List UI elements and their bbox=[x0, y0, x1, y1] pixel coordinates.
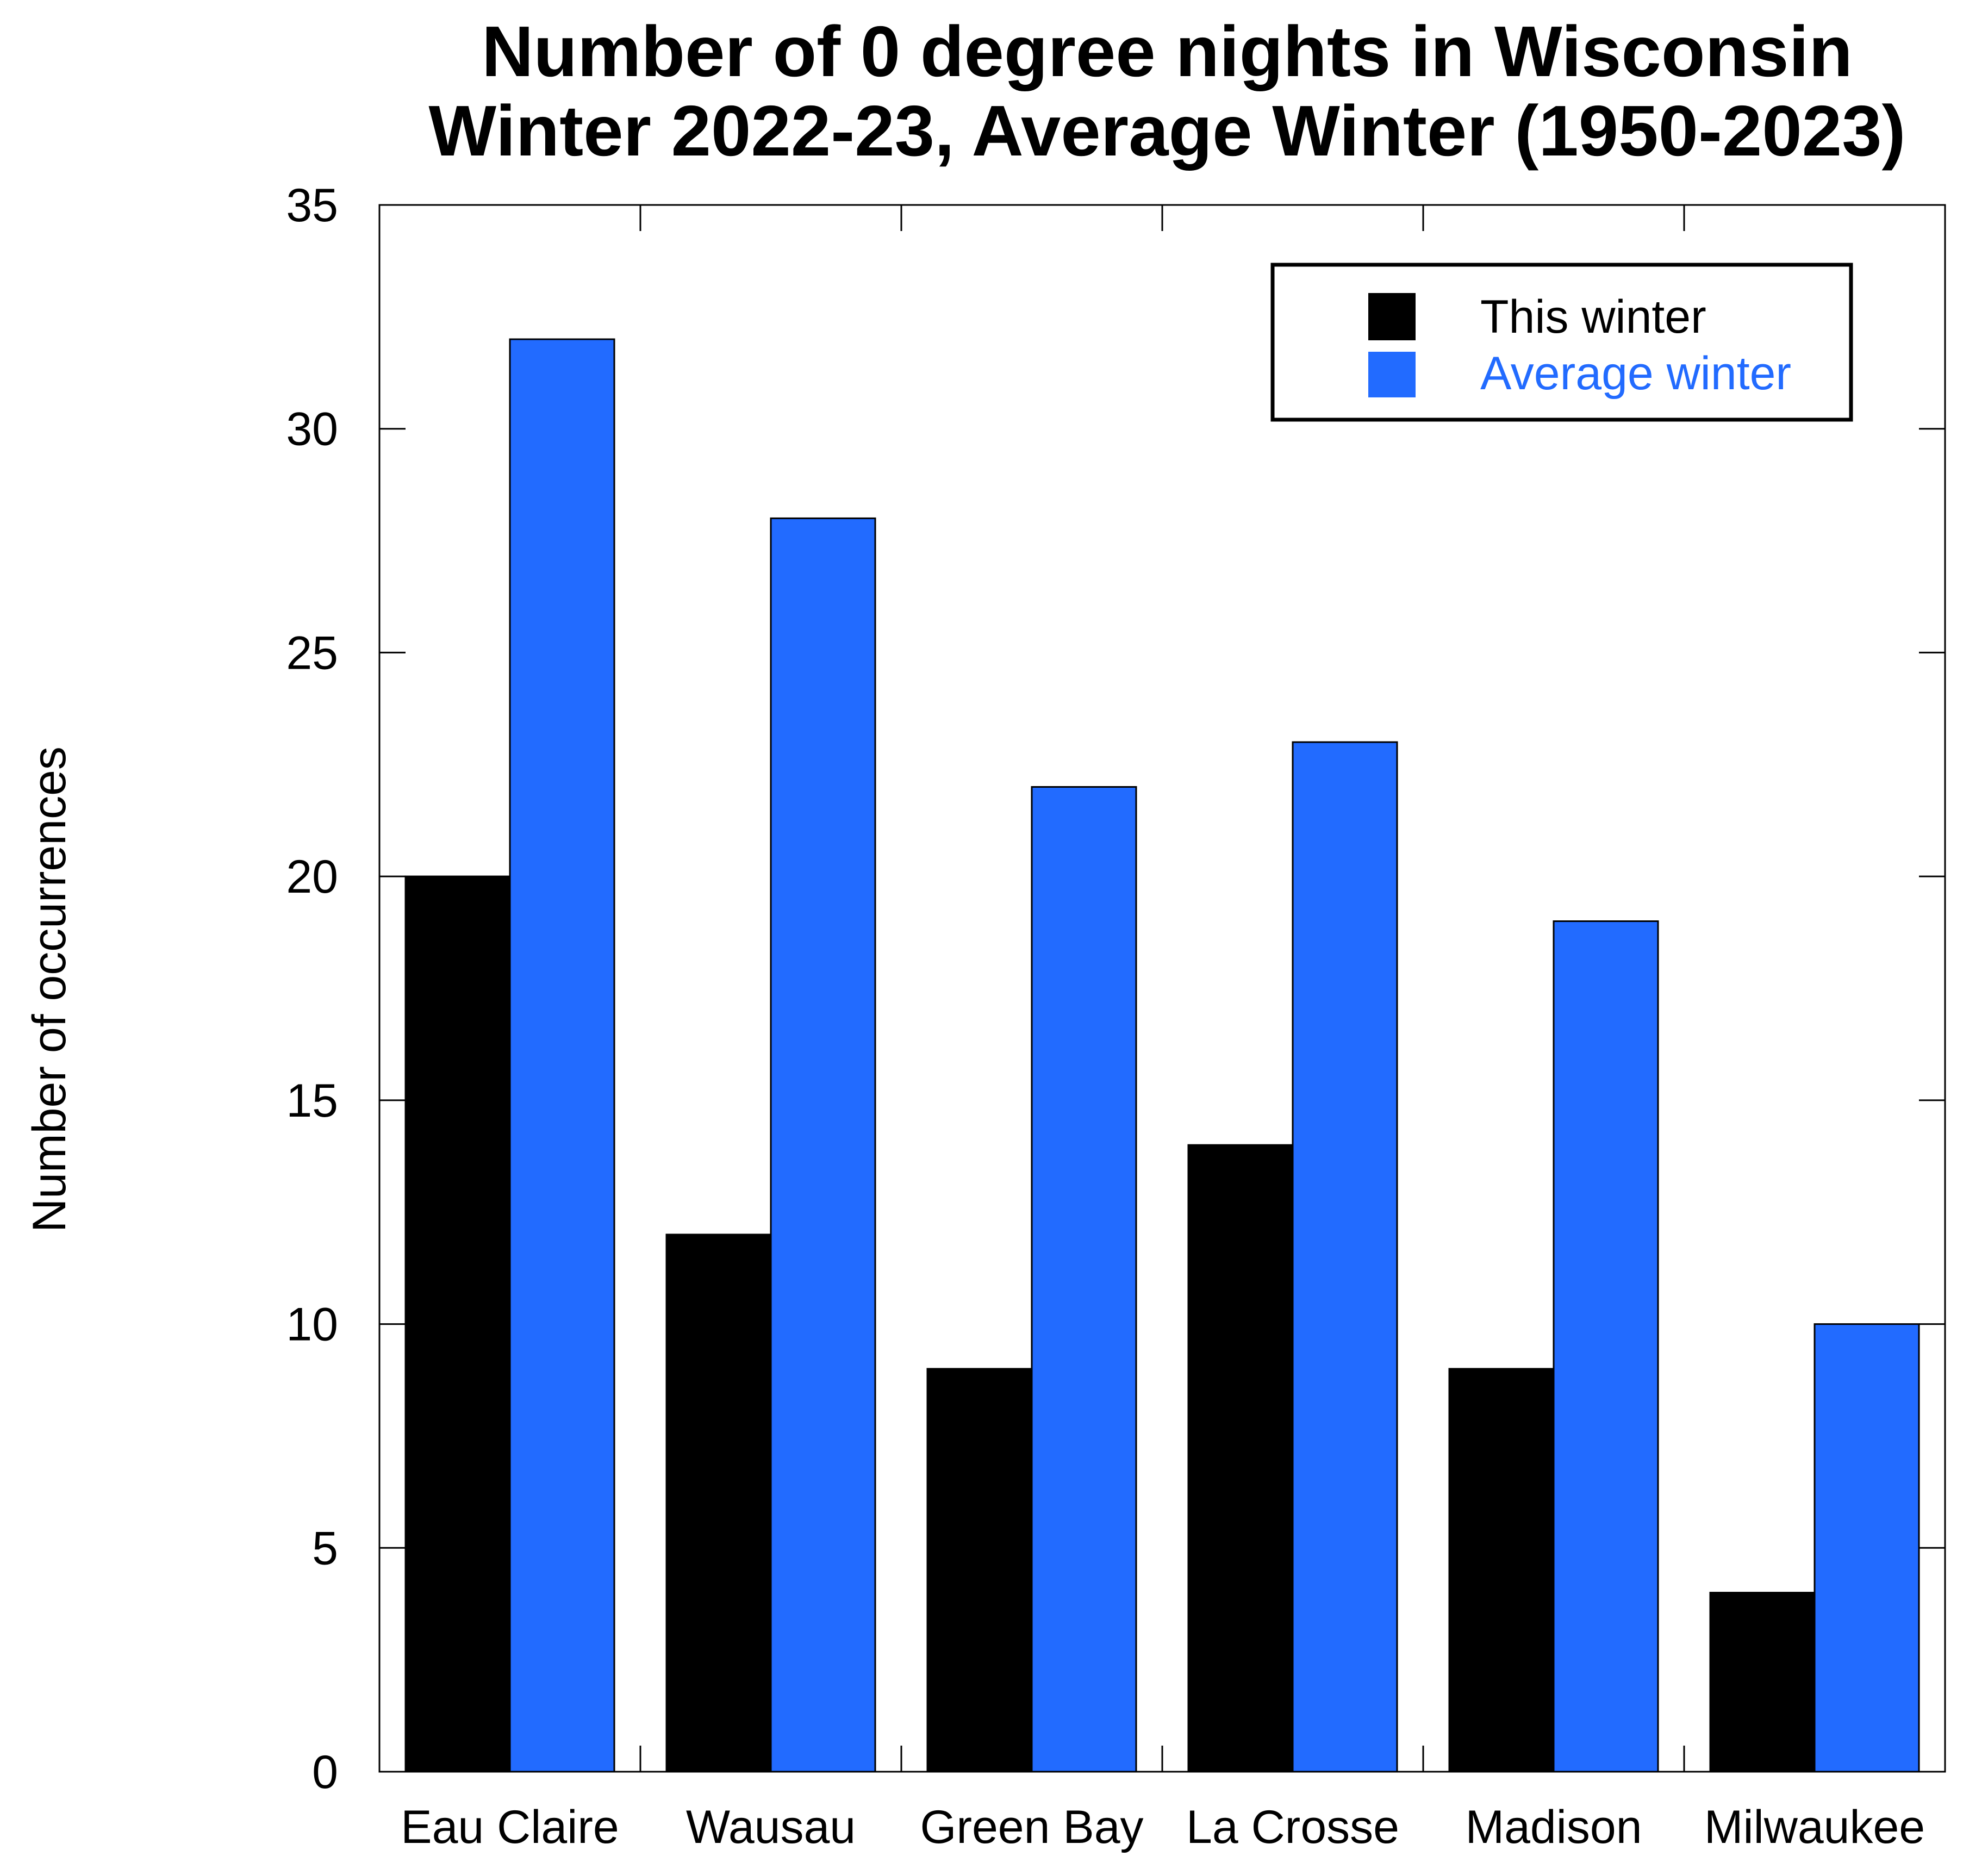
y-tick-label-10: 10 bbox=[286, 1299, 338, 1351]
legend: This winter Average winter bbox=[1270, 263, 1853, 422]
bar-this-winter-wausau bbox=[665, 1234, 772, 1773]
bar-this-winter-la-crosse bbox=[1187, 1144, 1294, 1773]
bar-average-winter-la-crosse bbox=[1292, 741, 1398, 1773]
y-tick-label-5: 5 bbox=[312, 1522, 338, 1574]
y-tick-label-35: 35 bbox=[286, 179, 338, 232]
legend-label-average-winter: Average winter bbox=[1480, 347, 1791, 400]
plot-frame bbox=[378, 204, 1946, 1773]
bar-average-winter-madison bbox=[1553, 920, 1659, 1773]
x-tick-label-milwaukee: Milwaukee bbox=[1704, 1801, 1925, 1853]
y-tick-label-15: 15 bbox=[286, 1075, 338, 1127]
y-tick-label-30: 30 bbox=[286, 403, 338, 456]
labels-layer: Eau Claire Wausau Green Bay La Crosse Madiso… bbox=[286, 179, 1925, 1853]
legend-swatch-this-winter bbox=[1368, 293, 1416, 340]
bar-average-winter-wausau bbox=[770, 517, 876, 1773]
x-tick-label-madison: Madison bbox=[1465, 1801, 1642, 1853]
bar-this-winter-madison bbox=[1448, 1368, 1555, 1773]
bar-this-winter-eau-claire bbox=[404, 875, 511, 1773]
bar-average-winter-eau-claire bbox=[509, 338, 615, 1773]
bar-this-winter-milwaukee bbox=[1709, 1592, 1816, 1773]
ticks-layer bbox=[379, 205, 1945, 1772]
legend-swatch-average-winter bbox=[1368, 352, 1416, 397]
y-axis-title: Number of occurrences bbox=[23, 746, 76, 1232]
x-tick-label-la-crosse: La Crosse bbox=[1186, 1801, 1399, 1853]
bar-average-winter-green-bay bbox=[1031, 786, 1137, 1773]
bars-layer bbox=[404, 338, 1920, 1773]
bar-this-winter-green-bay bbox=[926, 1368, 1033, 1773]
chart-title-line-2: Winter 2022-23, Average Winter (1950-202… bbox=[428, 91, 1905, 171]
bar-average-winter-milwaukee bbox=[1813, 1323, 1920, 1773]
legend-label-this-winter: This winter bbox=[1480, 291, 1706, 343]
chart-title-line-1: Number of 0 degree nights in Wisconsin bbox=[482, 11, 1853, 91]
x-tick-label-eau-claire: Eau Claire bbox=[401, 1801, 619, 1853]
chart-title: Number of 0 degree nights in Wisconsin W… bbox=[428, 11, 1905, 171]
x-tick-label-green-bay: Green Bay bbox=[920, 1801, 1143, 1853]
x-tick-label-wausau: Wausau bbox=[686, 1801, 856, 1853]
y-tick-label-20: 20 bbox=[286, 851, 338, 903]
y-tick-label-25: 25 bbox=[286, 627, 338, 679]
y-tick-label-0: 0 bbox=[312, 1746, 338, 1798]
